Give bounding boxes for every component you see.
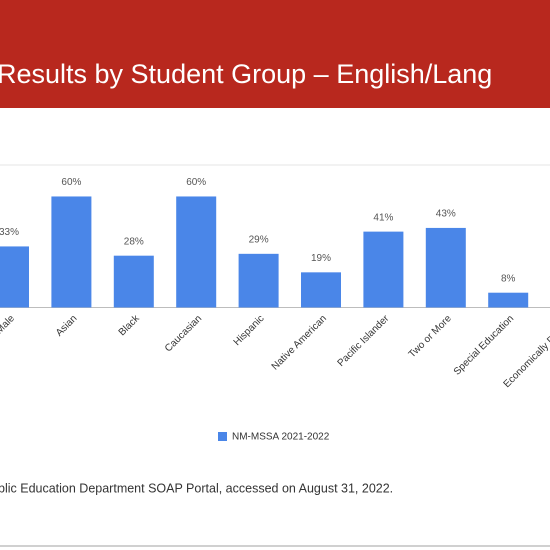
chart-title: Results by Student Group – English/Lang xyxy=(0,59,492,89)
data-label: 8% xyxy=(501,273,516,284)
bar xyxy=(238,253,279,308)
data-label: 60% xyxy=(186,177,206,188)
bar xyxy=(363,231,404,308)
data-label: 29% xyxy=(249,234,269,245)
bar xyxy=(51,196,92,308)
x-tick-label: Pacific Islander xyxy=(336,313,392,369)
data-label: 19% xyxy=(311,253,331,264)
data-label: 60% xyxy=(61,177,81,188)
bar xyxy=(488,292,529,308)
data-label: 41% xyxy=(373,212,393,223)
bar xyxy=(113,255,154,308)
source-note: blic Education Department SOAP Portal, a… xyxy=(0,481,393,495)
x-tick-label: Caucasian xyxy=(163,313,204,354)
data-label: 28% xyxy=(124,236,144,247)
legend-swatch xyxy=(218,432,227,441)
header-band xyxy=(0,0,550,108)
x-tick-label: Two or More xyxy=(407,313,454,360)
bar xyxy=(425,227,466,308)
bar xyxy=(301,272,341,308)
x-tick-label: Male xyxy=(0,313,17,336)
legend-label: NM-MSSA 2021-2022 xyxy=(232,432,330,443)
x-tick-label: Asian xyxy=(54,313,79,338)
bar xyxy=(176,196,217,308)
data-label: 33% xyxy=(0,227,19,238)
data-label: 43% xyxy=(436,209,456,220)
x-tick-label: Special Education xyxy=(452,313,516,377)
bar xyxy=(0,246,29,308)
x-tick-label: Hispanic xyxy=(232,313,267,348)
x-tick-label: Native American xyxy=(270,313,329,372)
x-tick-label: Black xyxy=(117,313,143,339)
